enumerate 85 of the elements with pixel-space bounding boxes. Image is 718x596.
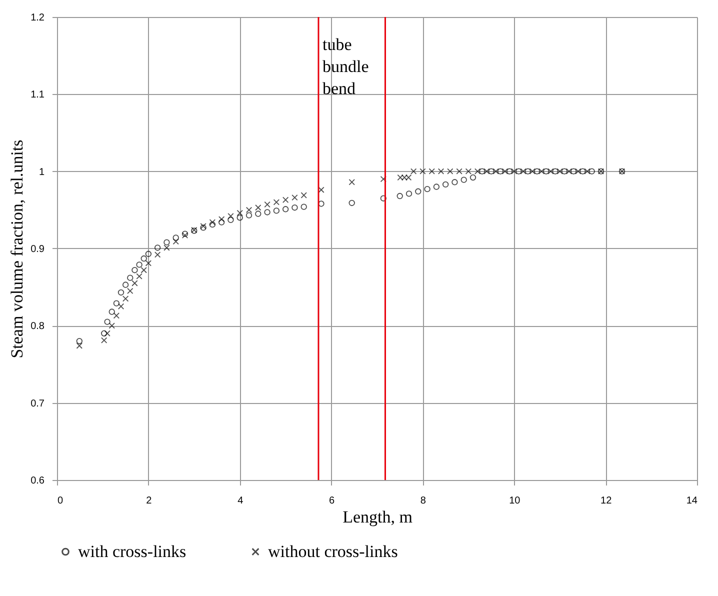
point	[76, 342, 82, 349]
point	[273, 208, 280, 214]
point	[282, 206, 289, 212]
y-tick-label: 1.2	[30, 12, 45, 24]
point	[420, 168, 426, 174]
y-tick-label: 0.7	[30, 398, 45, 410]
x-axis-title: Length, m	[342, 508, 412, 526]
point	[380, 195, 386, 202]
point	[588, 168, 595, 174]
point	[415, 188, 422, 194]
point	[122, 296, 129, 302]
point	[380, 176, 386, 182]
point	[246, 206, 252, 214]
point	[164, 244, 170, 251]
point	[154, 252, 161, 258]
point	[154, 244, 161, 251]
x-tick-label: 0	[58, 496, 64, 506]
y-tick-label: 0.8	[30, 321, 45, 332]
point	[104, 330, 110, 336]
point	[122, 282, 129, 288]
x-tick-label: 12	[600, 496, 612, 506]
point	[255, 204, 262, 211]
point	[228, 216, 234, 224]
point	[433, 184, 440, 190]
x-tick-label: 14	[686, 496, 698, 506]
y-tick-label: 0.9	[30, 244, 45, 255]
point	[136, 273, 142, 280]
point	[264, 201, 270, 208]
point	[405, 174, 412, 181]
point	[246, 212, 252, 218]
point	[470, 174, 476, 181]
point	[264, 209, 270, 216]
point	[300, 204, 307, 210]
point	[209, 221, 216, 228]
point	[410, 168, 417, 174]
point	[424, 186, 430, 192]
point	[428, 168, 435, 174]
point	[348, 179, 355, 186]
point	[442, 181, 449, 188]
point	[292, 194, 298, 201]
x-tick-label: 8	[420, 496, 426, 506]
point	[145, 250, 152, 257]
point	[397, 174, 404, 181]
point	[447, 168, 454, 174]
y-axis-title: Steam volume fraction, rel.units	[8, 140, 27, 358]
x-tick-label: 6	[329, 496, 336, 506]
point	[127, 288, 134, 294]
y-tick-label: 0.6	[30, 476, 45, 486]
point	[118, 289, 124, 296]
point	[292, 204, 298, 211]
point	[406, 190, 412, 197]
point	[100, 337, 108, 344]
point	[209, 219, 216, 226]
point	[465, 168, 472, 174]
point	[474, 168, 481, 174]
point	[452, 179, 458, 186]
point	[236, 210, 243, 216]
point	[218, 216, 225, 222]
point	[438, 168, 444, 174]
point	[456, 168, 462, 174]
point	[100, 330, 108, 336]
point	[164, 239, 170, 246]
point	[396, 192, 403, 200]
legend-label: without cross-links	[268, 542, 398, 561]
point	[172, 234, 179, 241]
ref-line-label: tube bundle bend	[322, 35, 369, 98]
x-tick-label: 2	[146, 496, 152, 506]
point	[228, 212, 234, 220]
x-tick-label: 10	[509, 496, 521, 506]
point	[218, 219, 225, 226]
point	[282, 196, 289, 203]
point	[172, 238, 179, 245]
y-tick-label: 1.1	[30, 90, 45, 101]
x-tick-label: 4	[238, 496, 244, 506]
point	[348, 200, 355, 206]
y-tick-label: 1	[38, 166, 45, 178]
point	[460, 176, 467, 183]
point	[76, 338, 82, 344]
point	[273, 199, 280, 206]
point	[236, 214, 243, 221]
point	[132, 267, 138, 274]
point	[300, 192, 307, 198]
point	[255, 210, 262, 217]
point	[401, 174, 408, 181]
legend-label: with cross-links	[78, 542, 186, 561]
